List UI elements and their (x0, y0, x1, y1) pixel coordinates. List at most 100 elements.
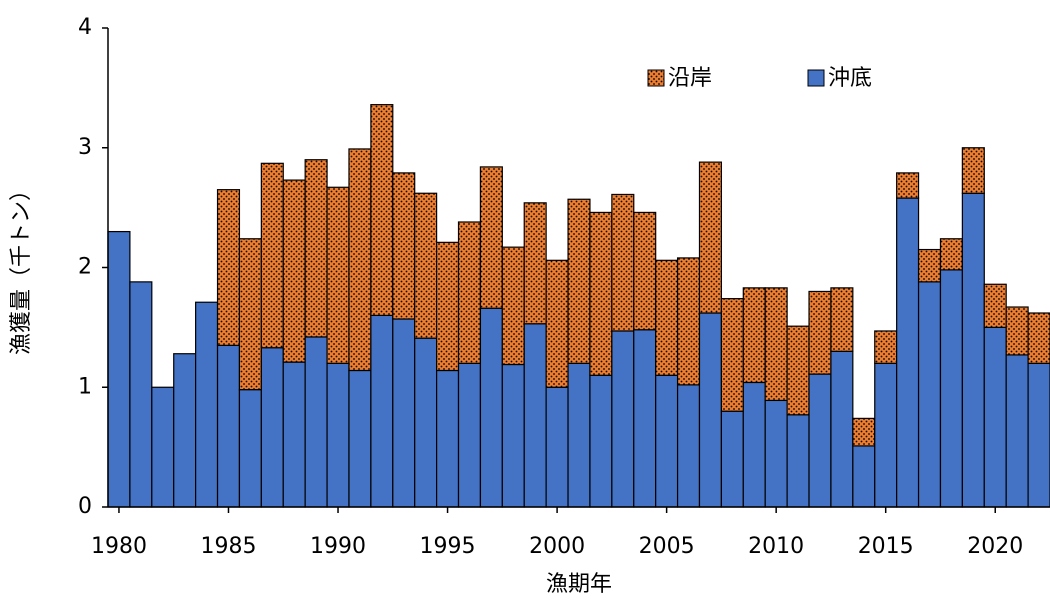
bar (874, 362, 898, 508)
bar (348, 148, 372, 372)
bar (107, 230, 131, 508)
bar (917, 281, 942, 508)
bar (414, 337, 438, 508)
y-tick-label: 3 (78, 135, 92, 160)
bar (983, 326, 1007, 508)
bar (326, 362, 350, 508)
bar (611, 330, 635, 508)
legend-swatch (807, 69, 825, 87)
x-tick-label: 2010 (748, 534, 804, 559)
x-tick-label: 1980 (91, 534, 147, 559)
bar (939, 269, 963, 508)
bar (917, 248, 942, 283)
x-tick-label: 1990 (310, 534, 366, 559)
y-tick-label: 2 (78, 255, 92, 280)
x-tick-label: 2005 (639, 534, 695, 559)
bar (501, 246, 525, 366)
x-tick-label: 1995 (420, 534, 476, 559)
bar (655, 374, 679, 508)
bar (479, 307, 503, 508)
bar (611, 193, 635, 332)
bar (414, 192, 438, 339)
bar (786, 414, 810, 508)
x-tick-label: 2015 (858, 534, 914, 559)
y-tick-label: 4 (78, 15, 92, 40)
bar (961, 147, 985, 194)
bar (830, 287, 854, 352)
bar (874, 330, 898, 364)
y-tick-label: 0 (78, 494, 92, 519)
bar (260, 162, 284, 349)
bar (326, 186, 350, 364)
bar (808, 373, 832, 508)
bar (457, 221, 482, 364)
bar (392, 172, 416, 320)
bar (896, 172, 920, 199)
bar (129, 281, 153, 508)
bar (764, 399, 788, 508)
bar (742, 287, 766, 384)
bar (698, 312, 722, 508)
bar (457, 362, 482, 508)
x-axis-label: 漁期年 (546, 572, 612, 597)
bar (282, 179, 306, 363)
bar (1027, 362, 1050, 508)
bar (370, 104, 394, 316)
x-tick-label: 2020 (967, 534, 1023, 559)
bar (1027, 312, 1050, 364)
bar (764, 287, 788, 402)
bar (501, 363, 525, 508)
bar (896, 197, 920, 508)
bar (216, 344, 241, 508)
bar (633, 329, 657, 508)
bar (304, 159, 328, 338)
bar (720, 410, 744, 508)
y-tick-label: 1 (78, 374, 92, 399)
bar (348, 369, 372, 508)
bar (151, 386, 175, 508)
bar (282, 361, 306, 508)
bar (216, 189, 241, 346)
bar (1005, 354, 1029, 508)
bar (720, 298, 744, 412)
bar (589, 211, 613, 376)
bar (260, 347, 284, 508)
bar (173, 353, 197, 508)
bar (238, 389, 262, 508)
bar (1005, 306, 1029, 356)
bar (676, 384, 701, 508)
bar (808, 290, 832, 375)
bar (939, 238, 963, 271)
x-tick-label: 1985 (200, 534, 256, 559)
bar (436, 241, 460, 372)
bar (830, 350, 854, 508)
bar (589, 374, 613, 508)
bar (370, 314, 394, 508)
bar (655, 259, 679, 376)
bar (742, 381, 766, 508)
bar (676, 257, 701, 386)
bar (545, 386, 569, 508)
bar (523, 323, 547, 508)
bar (567, 362, 591, 508)
bar (304, 336, 328, 508)
bar (567, 198, 591, 364)
bar (195, 301, 219, 508)
legend-label: 沖底 (828, 66, 872, 91)
bar (479, 166, 503, 309)
bar (852, 445, 876, 508)
y-axis-label: 漁獲量（千トン） (9, 179, 34, 355)
bar (983, 283, 1007, 328)
bar (633, 211, 657, 331)
bar (961, 192, 985, 508)
legend-swatch (647, 69, 665, 87)
bar (436, 369, 460, 508)
bar (545, 259, 569, 388)
bar (523, 202, 547, 325)
bar (698, 161, 722, 314)
bar (238, 238, 262, 391)
bar (852, 417, 876, 447)
x-tick-label: 2000 (529, 534, 585, 559)
bar (786, 325, 810, 416)
